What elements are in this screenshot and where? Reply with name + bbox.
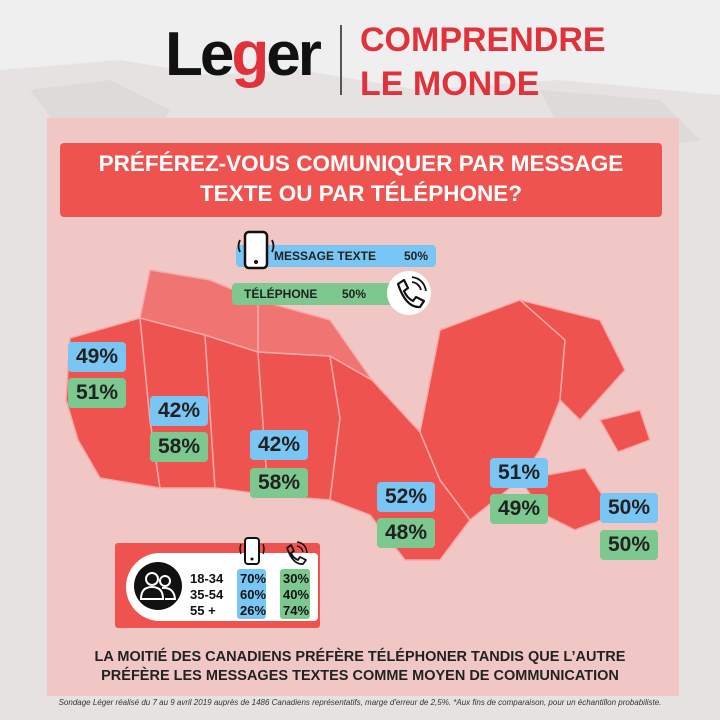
region-phone-value: 49%	[490, 494, 548, 524]
region-phone-value: 51%	[68, 378, 126, 408]
question-banner: PRÉFÉREZ-VOUS COMUNIQUER PAR MESSAGE TEX…	[60, 143, 662, 217]
phone-icon	[286, 541, 308, 565]
conclusion-line2: PRÉFÈRE LES MESSAGES TEXTES COMME MOYEN …	[101, 668, 619, 684]
people-icon	[139, 572, 177, 600]
region-shape-nl	[519, 299, 626, 422]
age-text-value: 70%	[240, 571, 267, 586]
question-line1: PRÉFÉREZ-VOUS COMUNIQUER PAR MESSAGE	[98, 151, 624, 176]
age-phone-value: 74%	[283, 603, 310, 618]
smartphone-icon	[237, 230, 275, 270]
region-text-value: 52%	[377, 482, 435, 512]
age-text-column	[237, 569, 266, 619]
smartphone-icon	[239, 537, 265, 565]
legend-text-bar: MESSAGE TEXTE 50%	[236, 245, 436, 267]
region-text-value: 49%	[68, 342, 126, 372]
legend-phone-value: 50%	[341, 287, 366, 301]
legend-phone-label: TÉLÉPHONE	[244, 287, 318, 301]
region-phone-value: 50%	[600, 530, 658, 560]
legend-phone-bar: TÉLÉPHONE 50%	[232, 283, 396, 305]
age-category-label: 55 +	[190, 603, 216, 618]
age-category-label: 18-34	[190, 571, 224, 586]
header-divider	[340, 25, 342, 95]
tagline-line2: LE MONDE	[360, 65, 540, 103]
region-phone-value: 58%	[150, 432, 208, 462]
age-text-value: 26%	[240, 603, 267, 618]
header: Leger COMPRENDRE LE MONDE	[0, 0, 720, 115]
tagline: COMPRENDRE LE MONDE	[360, 18, 606, 106]
region-shape-on	[329, 354, 471, 561]
phone-icon	[387, 271, 431, 315]
age-phone-value: 40%	[283, 587, 310, 602]
age-phone-value: 30%	[283, 571, 310, 586]
conclusion-text: LA MOITIÉ DES CANADIENS PRÉFÈRE TÉLÉPHON…	[60, 648, 660, 686]
source-footnote: Sondage Léger réalisé du 7 au 9 avril 20…	[58, 698, 662, 707]
region-text-value: 51%	[490, 458, 548, 488]
conclusion-line1: LA MOITIÉ DES CANADIENS PRÉFÈRE TÉLÉPHON…	[94, 649, 626, 665]
region-text-value: 50%	[600, 493, 658, 523]
region-phone-value: 58%	[250, 468, 308, 498]
age-phone-column	[280, 569, 310, 619]
region-text-value: 42%	[250, 430, 308, 460]
age-category-label: 35-54	[190, 587, 224, 602]
tagline-line1: COMPRENDRE	[360, 21, 606, 59]
region-phone-value: 48%	[377, 518, 435, 548]
legend-text-label: MESSAGE TEXTE	[274, 249, 377, 263]
brand-logo: Leger	[165, 20, 322, 89]
legend-text-value: 50%	[403, 249, 428, 263]
region-text-value: 42%	[150, 396, 208, 426]
age-text-value: 60%	[240, 587, 267, 602]
people-icon-circle	[134, 562, 182, 610]
question-line2: TEXTE OU PAR TÉLÉPHONE?	[199, 181, 523, 206]
